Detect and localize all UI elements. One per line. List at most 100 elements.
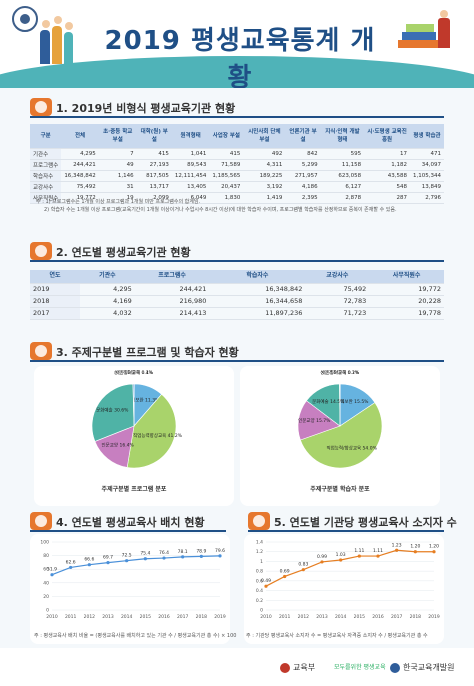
table-cell: 842 [285, 148, 321, 160]
pencil-icon [30, 342, 52, 360]
y-tick-label: 1.4 [256, 540, 263, 546]
data-label: 1.11 [354, 548, 364, 554]
data-label: 76.4 [159, 550, 169, 556]
x-tick-label: 2016 [158, 614, 170, 620]
col-header: 사업장 부설 [209, 124, 244, 149]
section-2-header: 2. 연도별 평생교육기관 현황 [30, 242, 444, 262]
x-tick-label: 2015 [140, 614, 152, 620]
table-cell: 4,295 [80, 283, 135, 296]
table-cell: 17 [364, 148, 410, 160]
table-cell: 595 [320, 148, 365, 160]
table-cell: 75,492 [305, 283, 370, 296]
section-4-header: 4. 연도별 평생교육사 배치 현황 [30, 512, 226, 532]
x-tick-label: 2014 [335, 614, 347, 620]
moe-logo: 교육부 [280, 662, 315, 673]
table-cell: 2,395 [285, 192, 321, 204]
table-cell: 20,437 [209, 181, 244, 193]
col-header: 학습자수 [209, 270, 306, 284]
col-header: 프로그램수 [134, 270, 210, 284]
table-cell: 11,158 [320, 159, 365, 171]
table-cell: 13,405 [171, 181, 210, 193]
data-point [181, 555, 185, 559]
x-tick-label: 2019 [214, 614, 226, 620]
table-cell: 34,097 [409, 159, 444, 171]
table-cell: 6,127 [320, 181, 365, 193]
table-cell: 49 [98, 159, 137, 171]
data-point [357, 554, 361, 558]
pie-slice [91, 383, 135, 442]
table-cell: 471 [409, 148, 444, 160]
pie-label: 시민참여교육 0.1% [321, 369, 359, 376]
section-5-title: 5. 연도별 기관당 평생교육사 소지자 수 [274, 516, 457, 529]
data-point [143, 557, 147, 561]
pie-slice [300, 402, 383, 469]
data-label: 1.20 [429, 544, 439, 550]
data-label: 79.6 [215, 548, 225, 554]
data-point [264, 584, 268, 588]
y-tick-label: 0.2 [256, 598, 263, 604]
table-cell: 1,830 [209, 192, 244, 204]
table-cell: 43,588 [364, 170, 410, 182]
people-icon [30, 98, 52, 116]
data-label: 0.69 [280, 568, 290, 574]
row-label: 교강사수 [30, 181, 62, 193]
kedi-seal-icon [12, 6, 38, 32]
data-point [413, 550, 417, 554]
chart-note: 주 : 기관당 평생교육사 소지자 수 = 평생교육사 자격증 소지자 수 / … [246, 633, 428, 639]
table-row: 2018 4,169 216,980 16,344,658 72,783 20,228 [30, 295, 444, 308]
data-label: 78.9 [196, 548, 206, 554]
data-point [301, 568, 305, 572]
data-label: 51.9 [47, 567, 57, 573]
data-point [432, 550, 436, 554]
x-tick-label: 2011 [279, 614, 291, 620]
section-4-title: 4. 연도별 평생교육사 배치 현황 [56, 516, 205, 529]
table-cell: 13,717 [136, 181, 172, 193]
table-cell: 244,421 [134, 283, 210, 296]
table-row: 사무직원수 19,772 19 2,099 6,049 1,830 1,419 2,395 2,… [30, 192, 444, 204]
x-tick-label: 2014 [121, 614, 133, 620]
table-cell: 13,849 [409, 181, 444, 193]
table-cell: 623,058 [320, 170, 365, 182]
data-label: 62.6 [66, 559, 76, 565]
header: 2019 평생교육통계 개황 [0, 0, 474, 88]
data-label: 1.11 [373, 548, 383, 554]
x-tick-label: 2018 [410, 614, 422, 620]
data-label: 72.5 [122, 553, 132, 559]
holders-line-chart: 0 0.2 0.4 0.6 0.8 1 1.2 1.4 2010 2011 2012 2013 2014… [256, 540, 440, 621]
data-point [106, 561, 110, 565]
section-5-header: 5. 연도별 기관당 평생교육사 소지자 수 [248, 512, 457, 532]
pie-label: 시민참여교육 0.1% [115, 369, 153, 376]
data-label: 0.83 [298, 562, 308, 568]
data-label: 1.03 [336, 552, 346, 558]
table-cell: 2,878 [320, 192, 365, 204]
y-tick-label: 1.2 [256, 549, 263, 555]
table-cell: 189,225 [243, 170, 286, 182]
table-cell: 1,419 [243, 192, 286, 204]
table-cell: 71,589 [209, 159, 244, 171]
pie-label: 문화예술 30.6% [96, 407, 129, 414]
x-tick-label: 2017 [177, 614, 189, 620]
y-tick-label: 0.6 [256, 578, 263, 584]
table-cell: 31 [98, 181, 137, 193]
table-cell: 75,492 [61, 181, 99, 193]
section-2-title: 2. 연도별 평생교육기관 현황 [56, 246, 191, 259]
table-cell: 1,146 [98, 170, 137, 182]
row-label: 기관수 [30, 148, 62, 160]
pie-label: 직업능력/향상교육 54.0% [326, 444, 377, 451]
y-tick-label: 1 [260, 559, 263, 565]
institution-table: 구분 전체 초·중등 학교부설 대학(원) 부설 원격형태 사업장 부설 시민사… [30, 124, 444, 204]
col-header: 전체 [61, 124, 99, 149]
table-cell: 19,772 [369, 283, 444, 296]
table-cell: 271,957 [285, 170, 321, 182]
pie-label: 성인기초/문해 0.4% [114, 369, 154, 376]
data-label: 78.1 [178, 549, 188, 555]
x-tick-label: 2012 [84, 614, 96, 620]
table-cell: 287 [364, 192, 410, 204]
table-row: 학습자수 16,348,842 1,146 817,505 12,111,454 1,18… [30, 170, 444, 182]
data-point [125, 559, 129, 563]
section-3-title: 3. 주제구분별 프로그램 및 학습자 현황 [56, 346, 239, 359]
pie-label: 문화예술 14.5% [312, 398, 345, 405]
section-1-title: 1. 2019년 비형식 평생교육기관 현황 [56, 102, 236, 115]
col-header: 대학(원) 부설 [136, 124, 172, 149]
